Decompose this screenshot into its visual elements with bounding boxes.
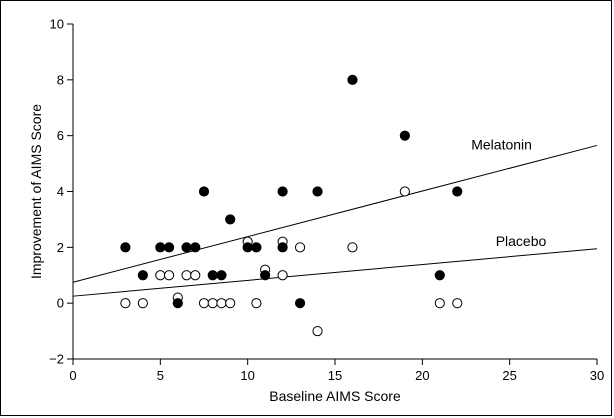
x-tick-label: 20	[415, 368, 429, 383]
fit-line-melatonin	[72, 144, 598, 283]
data-point-placebo	[225, 298, 236, 309]
data-point-placebo	[181, 270, 192, 281]
data-point-melatonin	[434, 270, 445, 281]
y-tick-label: 0	[57, 296, 64, 311]
data-point-placebo	[434, 298, 445, 309]
y-axis-title: Improvement of AIMS Score	[28, 104, 44, 279]
data-point-placebo	[137, 298, 148, 309]
y-tick-label: 4	[57, 184, 64, 199]
data-point-melatonin	[251, 242, 262, 253]
fit-line-placebo	[72, 248, 598, 297]
data-point-melatonin	[347, 74, 358, 85]
data-point-placebo	[216, 298, 227, 309]
axes	[72, 24, 598, 365]
y-tick-label: 2	[57, 240, 64, 255]
data-point-placebo	[198, 298, 210, 309]
x-ticks: 0 5 10 15 20 25 30	[69, 359, 604, 383]
x-tick-label: 5	[157, 368, 164, 383]
y-tick-label: −2	[49, 352, 64, 367]
x-tick-label: 10	[240, 368, 254, 383]
y-tick-label: 10	[50, 17, 64, 32]
data-point-placebo	[251, 298, 262, 309]
data-point-melatonin	[190, 242, 201, 253]
y-tick-label: 6	[57, 128, 64, 143]
x-tick-label: 15	[328, 368, 342, 383]
data-point-placebo	[190, 270, 201, 281]
data-point-melatonin	[207, 270, 218, 281]
data-point-placebo	[163, 270, 175, 281]
data-point-placebo	[294, 242, 306, 253]
data-point-placebo	[312, 325, 323, 337]
data-point-placebo	[120, 298, 131, 309]
x-tick-label: 25	[502, 368, 516, 383]
series-label-placebo: Placebo	[496, 233, 547, 249]
x-axis-title: Baseline AIMS Score	[269, 388, 401, 404]
data-point-melatonin	[294, 298, 306, 309]
data-point-melatonin	[198, 186, 210, 197]
data-point-placebo	[277, 270, 288, 281]
y-tick-label: 8	[57, 72, 64, 87]
fit-lines	[72, 144, 598, 297]
data-point-melatonin	[399, 130, 410, 141]
data-point-melatonin	[155, 242, 166, 253]
data-point-placebo	[452, 298, 463, 309]
data-point-melatonin	[181, 242, 192, 253]
data-points	[120, 74, 463, 337]
data-point-melatonin	[225, 214, 236, 225]
data-point-melatonin	[120, 242, 131, 253]
data-point-melatonin	[277, 242, 288, 253]
data-point-melatonin	[312, 186, 323, 197]
y-ticks: −2 0 2 4 6 8 10	[49, 17, 73, 367]
x-tick-label: 30	[590, 368, 604, 383]
data-point-placebo	[155, 270, 166, 281]
data-point-melatonin	[216, 270, 227, 281]
data-point-placebo	[207, 298, 218, 309]
x-tick-label: 0	[69, 368, 76, 383]
data-point-melatonin	[452, 186, 463, 197]
data-point-melatonin	[163, 242, 175, 253]
data-point-placebo	[399, 186, 410, 197]
data-point-melatonin	[242, 242, 253, 253]
data-point-placebo	[347, 242, 358, 253]
data-point-melatonin	[260, 270, 271, 281]
data-point-melatonin	[277, 186, 288, 197]
series-label-melatonin: Melatonin	[471, 137, 532, 153]
data-point-melatonin	[172, 298, 183, 309]
data-point-melatonin	[137, 270, 148, 281]
